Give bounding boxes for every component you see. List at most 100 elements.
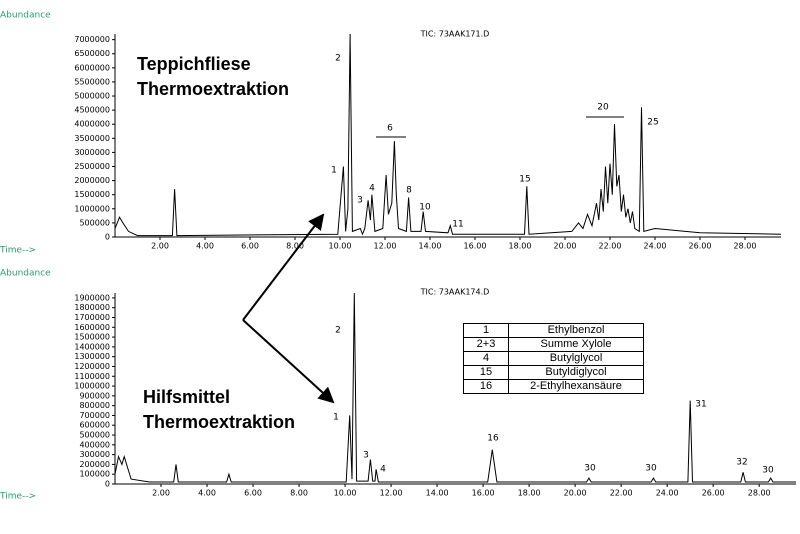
y-tick-label: 1700000 (74, 313, 110, 322)
table-cell: 15 (463, 365, 509, 380)
y-tick-label: 300000 (79, 450, 110, 459)
peak-label: 15 (519, 175, 530, 185)
y-tick-label: 1200000 (74, 362, 110, 371)
peak-label: 4 (380, 465, 386, 475)
y-tick-label: 500000 (79, 431, 110, 440)
x-tick-label: 20.00 (554, 242, 577, 251)
x-tick-label: 16.00 (472, 489, 495, 498)
x-tick-label: 18.00 (509, 242, 532, 251)
y-tick-label: 200000 (79, 460, 110, 469)
table-cell: 4 (463, 351, 509, 366)
y-tick-label: 3500000 (74, 134, 110, 143)
y-tick-label: 700000 (79, 411, 110, 420)
sample-label: Hilfsmittel (143, 387, 230, 407)
peak-label: 11 (452, 220, 463, 230)
trace (114, 292, 796, 483)
peak-label: 8 (406, 186, 412, 196)
peak-label: 30 (762, 466, 774, 476)
y-tick-label: 100000 (79, 470, 110, 479)
y-tick-label: 1100000 (74, 372, 110, 381)
peak-label: 30 (584, 464, 596, 474)
y-tick-label: 1300000 (74, 352, 110, 361)
x-axis-label: Time--> (0, 246, 36, 256)
peak-label: 1 (331, 166, 337, 176)
y-tick-label: 1500000 (74, 190, 110, 199)
x-tick-label: 10.00 (329, 242, 352, 251)
x-tick-label: 4.00 (196, 242, 214, 251)
peak-label: 32 (736, 458, 747, 468)
y-tick-label: 1900000 (74, 293, 110, 302)
table-row: 2+3 Summe Xylole (463, 337, 644, 352)
table-cell: 16 (463, 379, 509, 394)
y-tick-label: 500000 (79, 218, 110, 227)
arrow (242, 319, 335, 404)
arrow (242, 213, 325, 321)
y-tick-label: 4500000 (74, 106, 110, 115)
peak-label: 16 (487, 434, 499, 444)
peak-label: 2 (335, 326, 341, 336)
y-axis-label: Abundance (0, 11, 51, 21)
y-tick-label: 2500000 (74, 162, 110, 171)
y-tick-label: 6500000 (74, 49, 110, 58)
peak-label: 2 (335, 54, 341, 64)
sample-label: Teppichfliese (137, 54, 251, 74)
table-cell: Butylglycol (508, 351, 644, 366)
y-tick-label: 2000000 (74, 176, 110, 185)
x-tick-label: 6.00 (241, 242, 259, 251)
peak-label: 10 (419, 203, 431, 213)
y-tick-label: 5500000 (74, 77, 110, 86)
y-tick-label: 400000 (79, 440, 110, 449)
chart-title: TIC: 73AAK174.D (420, 288, 490, 297)
peak-label: 1 (333, 413, 339, 423)
peak-label: 4 (369, 184, 375, 194)
y-tick-label: 6000000 (74, 63, 110, 72)
x-tick-label: 14.00 (419, 242, 442, 251)
y-axis-label: Abundance (0, 269, 51, 279)
x-tick-label: 24.00 (644, 242, 667, 251)
legend-table: 1 Ethylbenzol 2+3 Summe Xylole 4 Butylglycol 1… (463, 323, 644, 394)
table-row: 15 Butyldiglycol (463, 365, 644, 380)
peak-label: 20 (597, 103, 609, 113)
x-tick-label: 4.00 (198, 489, 216, 498)
x-tick-label: 28.00 (748, 489, 771, 498)
y-tick-label: 800000 (79, 401, 110, 410)
peak-label: 25 (647, 118, 658, 128)
x-tick-label: 12.00 (374, 242, 397, 251)
x-tick-label: 6.00 (244, 489, 262, 498)
x-tick-label: 28.00 (734, 242, 757, 251)
table-cell: Butyldiglycol (508, 365, 644, 380)
sample-label: Thermoextraktion (137, 79, 289, 99)
x-tick-label: 26.00 (689, 242, 712, 251)
x-tick-label: 18.00 (518, 489, 541, 498)
x-tick-label: 14.00 (426, 489, 449, 498)
y-tick-label: 1500000 (74, 333, 110, 342)
table-cell: Ethylbenzol (508, 323, 644, 338)
y-tick-label: 900000 (79, 391, 110, 400)
x-tick-label: 10.00 (334, 489, 357, 498)
peak-label: 31 (695, 400, 706, 410)
peak-label: 6 (387, 124, 393, 134)
y-tick-label: 600000 (79, 421, 110, 430)
table-cell: 2+3 (463, 337, 509, 352)
table-cell: 1 (463, 323, 509, 338)
table-row: 1 Ethylbenzol (463, 323, 644, 338)
x-tick-label: 16.00 (464, 242, 487, 251)
x-tick-label: 22.00 (610, 489, 633, 498)
y-tick-label: 3000000 (74, 148, 110, 157)
sample-label: Thermoextraktion (143, 412, 295, 432)
x-tick-label: 8.00 (290, 489, 308, 498)
table-cell: 2-Ethylhexansäure (508, 379, 644, 394)
y-tick-label: 0 (105, 233, 110, 242)
x-tick-label: 22.00 (599, 242, 622, 251)
peak-label: 3 (363, 451, 369, 461)
x-tick-label: 2.00 (151, 242, 169, 251)
x-axis-label: Time--> (0, 492, 36, 502)
x-tick-label: 8.00 (286, 242, 304, 251)
peak-label: 3 (357, 196, 363, 206)
peak-label: 30 (645, 464, 657, 474)
y-tick-label: 1000000 (74, 382, 110, 391)
y-tick-label: 1400000 (74, 342, 110, 351)
x-tick-label: 26.00 (702, 489, 725, 498)
